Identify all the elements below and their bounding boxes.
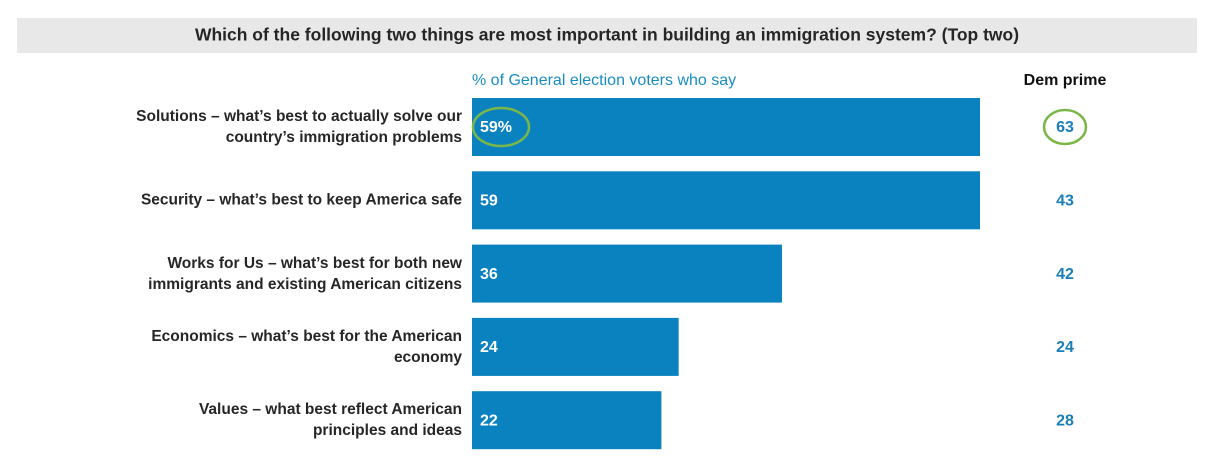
- bar: [472, 171, 980, 230]
- bar: [472, 391, 662, 450]
- bar: [472, 244, 782, 303]
- category-label: Economics – what’s best for the American…: [151, 327, 462, 366]
- dem-prime-value: 28: [1056, 412, 1074, 429]
- data-label: 59%: [480, 119, 512, 136]
- data-label: 59: [480, 193, 498, 210]
- bar: [472, 98, 980, 156]
- highlight-circle: [1042, 108, 1088, 146]
- data-label: 22: [480, 412, 498, 429]
- highlight-circle: [471, 106, 531, 148]
- column-header: Dem prime: [1024, 72, 1107, 89]
- data-label: 24: [480, 339, 498, 356]
- subtitle: % of General election voters who say: [472, 72, 736, 89]
- category-label: Works for Us – what’s best for both new …: [148, 254, 462, 293]
- chart-title: Which of the following two things are mo…: [195, 25, 1019, 45]
- dem-prime-value: 42: [1056, 266, 1074, 283]
- category-label: Security – what’s best to keep America s…: [140, 191, 462, 209]
- data-label: 36: [480, 266, 498, 283]
- dem-prime-value: 63: [1056, 119, 1074, 136]
- category-label: Solutions – what’s best to actually solv…: [136, 108, 462, 146]
- dem-prime-value: 24: [1056, 339, 1074, 356]
- category-label: Values – what best reflect American prin…: [198, 401, 462, 440]
- bar: [472, 317, 679, 376]
- dem-prime-value: 43: [1056, 193, 1074, 210]
- title-band: [17, 18, 1197, 53]
